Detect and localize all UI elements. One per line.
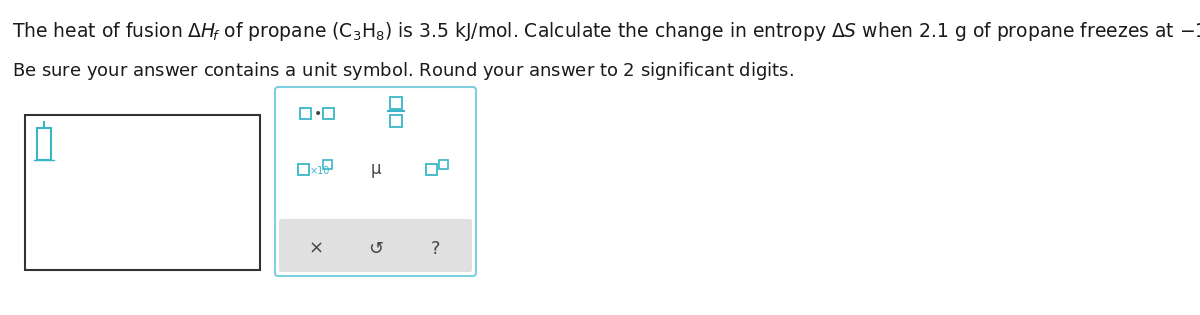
Bar <box>25 115 260 270</box>
Text: μ: μ <box>371 160 382 178</box>
Text: The heat of fusion $\Delta H_{\!\mathit{f}}$ of propane $\left(\mathrm{C_3H_8}\r: The heat of fusion $\Delta H_{\!\mathit{… <box>12 20 1200 43</box>
Bar <box>298 164 310 175</box>
Bar <box>390 115 402 127</box>
Bar <box>439 160 448 169</box>
FancyBboxPatch shape <box>278 219 472 272</box>
Text: Be sure your answer contains a unit symbol. Round your answer to $2$ significant: Be sure your answer contains a unit symb… <box>12 60 794 82</box>
Text: ?: ? <box>431 240 440 258</box>
Bar <box>390 97 402 109</box>
Bar <box>323 108 334 119</box>
Text: ↺: ↺ <box>368 240 384 258</box>
Bar <box>426 164 437 175</box>
Text: •: • <box>314 107 323 121</box>
Text: ×10: ×10 <box>310 166 330 176</box>
Bar <box>37 128 50 160</box>
Bar <box>323 160 332 169</box>
Text: ×: × <box>308 240 324 258</box>
Bar <box>300 108 311 119</box>
FancyBboxPatch shape <box>275 87 476 276</box>
